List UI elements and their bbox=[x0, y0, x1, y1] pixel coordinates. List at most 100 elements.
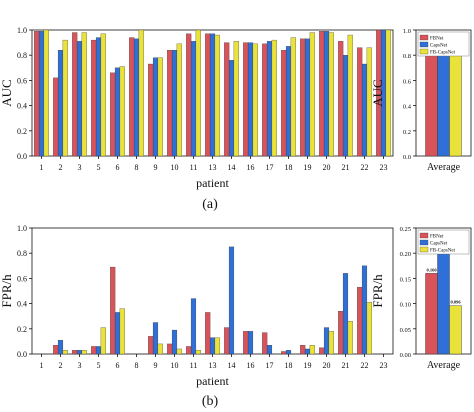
bar-fb-capsnet-17 bbox=[271, 39, 277, 157]
bar-capsnet-1 bbox=[38, 31, 45, 157]
bar-capsnet-17 bbox=[266, 345, 273, 355]
bar-fb-capsnet-1 bbox=[43, 29, 49, 157]
bar-capsnet-3 bbox=[76, 41, 83, 157]
bar-fbnet-10 bbox=[167, 50, 173, 157]
avg-bar-capsnet bbox=[437, 240, 450, 355]
y-tick-label: 0.8 bbox=[17, 51, 27, 60]
bar-fb-capsnet-11 bbox=[195, 350, 201, 355]
x-tick-label: 23 bbox=[380, 163, 388, 172]
avg-bar-fbnet bbox=[425, 43, 438, 157]
legend-label: CapsNet bbox=[430, 44, 448, 49]
bar-fb-capsnet-23 bbox=[385, 29, 391, 157]
y-tick-label: 0.05 bbox=[400, 327, 411, 334]
y-tick-label: 0.8 bbox=[17, 249, 27, 258]
y-tick-label: 0.0 bbox=[17, 152, 27, 161]
x-tick-label: 1 bbox=[40, 163, 44, 172]
y-tick-label: 0.4 bbox=[17, 300, 27, 309]
bar-fbnet-6 bbox=[110, 266, 116, 355]
bar-fb-capsnet-8 bbox=[138, 29, 144, 157]
x-tick-label: 2 bbox=[59, 163, 63, 172]
x-tick-label: 17 bbox=[266, 361, 274, 370]
x-tick-label: 22 bbox=[361, 163, 369, 172]
legend-label: FB-CapsNet bbox=[430, 249, 456, 254]
y-tick-label: 0.0 bbox=[17, 350, 27, 359]
bar-capsnet-10 bbox=[171, 329, 178, 355]
bar-fb-capsnet-13 bbox=[214, 34, 220, 157]
x-tick-label: 11 bbox=[190, 163, 198, 172]
y-tick-label: 0.6 bbox=[17, 274, 27, 283]
y-tick-label: 1.0 bbox=[403, 28, 411, 35]
bar-fb-capsnet-22 bbox=[366, 302, 372, 355]
bar-capsnet-2 bbox=[57, 50, 64, 157]
x-tick-label: 2 bbox=[59, 361, 63, 370]
bar-fb-capsnet-3 bbox=[81, 32, 87, 157]
bar-fb-capsnet-2 bbox=[62, 350, 68, 355]
x-tick-label: 9 bbox=[154, 361, 158, 370]
x-tick-label: 13 bbox=[209, 163, 217, 172]
x-tick-label: 21 bbox=[342, 361, 350, 370]
x-tick-label: 23 bbox=[380, 361, 388, 370]
bar-fbnet-16 bbox=[243, 42, 249, 157]
bar-fbnet-10 bbox=[167, 343, 173, 355]
x-axis-label: patient bbox=[196, 374, 229, 388]
y-tick-label: 0.2 bbox=[403, 129, 411, 136]
y-tick-label: 0.10 bbox=[400, 302, 411, 309]
bar-capsnet-16 bbox=[247, 42, 254, 157]
bar-fb-capsnet-10 bbox=[176, 348, 182, 355]
bar-fb-capsnet-20 bbox=[328, 32, 334, 157]
y-tick-label: 0.20 bbox=[400, 251, 411, 258]
bar-fbnet-3 bbox=[72, 350, 78, 355]
x-tick-label: 5 bbox=[97, 163, 101, 172]
bar-fbnet-16 bbox=[243, 331, 249, 355]
avg-bar-capsnet bbox=[437, 45, 450, 157]
x-axis-label: Average bbox=[427, 360, 461, 371]
x-tick-label: 18 bbox=[285, 163, 293, 172]
x-tick-label: 18 bbox=[285, 361, 293, 370]
bar-fbnet-9 bbox=[148, 63, 154, 157]
bar-fbnet-1 bbox=[34, 31, 40, 157]
bar-fb-capsnet-21 bbox=[347, 321, 353, 355]
bar-fbnet-11 bbox=[186, 33, 192, 157]
bar-fb-capsnet-14 bbox=[233, 41, 239, 157]
legend-label: FB-CapsNet bbox=[430, 51, 456, 56]
avg-bar-label: 0.160 bbox=[426, 267, 437, 272]
bar-fbnet-19 bbox=[300, 345, 306, 355]
bar-fbnet-18 bbox=[281, 50, 287, 157]
x-tick-label: 13 bbox=[209, 361, 217, 370]
bar-capsnet-6 bbox=[114, 67, 121, 157]
bar-fbnet-9 bbox=[148, 336, 154, 355]
x-tick-label: 20 bbox=[323, 163, 331, 172]
y-tick-label: 0.8 bbox=[403, 53, 411, 60]
bar-fb-capsnet-10 bbox=[176, 43, 182, 157]
bar-fb-capsnet-19 bbox=[309, 345, 315, 355]
bar-fb-capsnet-18 bbox=[290, 37, 296, 157]
y-axis-label: AUC bbox=[370, 79, 385, 106]
avg-bar-fb-capsnet bbox=[449, 38, 462, 157]
y-tick-label: 0.2 bbox=[17, 325, 27, 334]
bar-fb-capsnet-5 bbox=[100, 327, 106, 355]
bar-fbnet-2 bbox=[53, 77, 59, 157]
bar-capsnet-19 bbox=[304, 348, 311, 355]
bar-fbnet-22 bbox=[357, 287, 363, 355]
x-tick-label: 1 bbox=[40, 361, 44, 370]
bar-capsnet-2 bbox=[57, 339, 64, 355]
bar-capsnet-22 bbox=[361, 265, 368, 355]
bar-fb-capsnet-5 bbox=[100, 33, 106, 157]
y-tick-label: 0.25 bbox=[400, 226, 411, 233]
bar-capsnet-9 bbox=[152, 322, 159, 355]
x-tick-label: 14 bbox=[228, 361, 236, 370]
x-tick-label: 9 bbox=[154, 163, 158, 172]
bar-fbnet-6 bbox=[110, 72, 116, 157]
bar-fbnet-20 bbox=[319, 347, 325, 355]
x-tick-label: 5 bbox=[97, 361, 101, 370]
bar-fbnet-13 bbox=[205, 33, 211, 157]
bar-fb-capsnet-6 bbox=[119, 66, 125, 157]
y-axis-label: FPR/h bbox=[0, 274, 14, 308]
bar-capsnet-20 bbox=[323, 31, 330, 157]
bar-fbnet-21 bbox=[338, 41, 344, 157]
bar-fbnet-17 bbox=[262, 43, 268, 157]
legend-label: CapsNet bbox=[430, 242, 448, 247]
bar-fbnet-22 bbox=[357, 47, 363, 157]
y-tick-label: 0.00 bbox=[400, 352, 411, 359]
